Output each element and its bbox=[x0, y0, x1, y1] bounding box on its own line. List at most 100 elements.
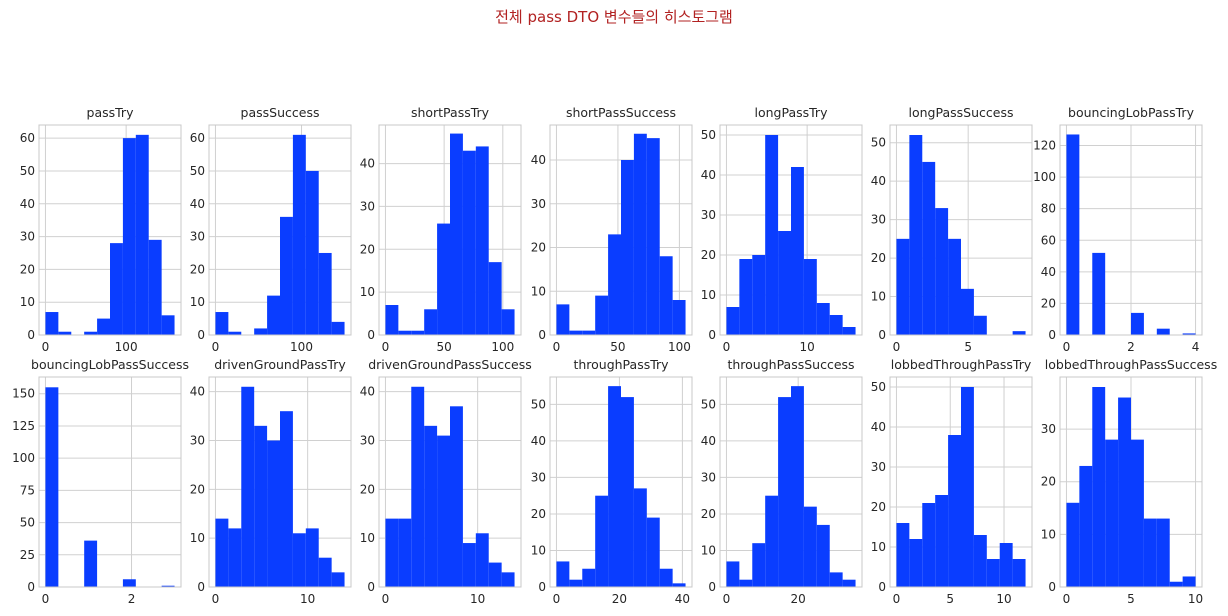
y-tick-label: 10 bbox=[20, 295, 35, 309]
axes-frame bbox=[719, 376, 863, 588]
histogram-bar bbox=[110, 243, 123, 335]
histogram-bar bbox=[1156, 518, 1170, 587]
subplot-title: shortPassTry bbox=[411, 105, 490, 120]
subplot-title: passTry bbox=[87, 105, 135, 120]
histogram-bar bbox=[488, 262, 502, 335]
histogram-bar bbox=[595, 295, 609, 335]
histogram-bar bbox=[778, 231, 791, 335]
histogram-bar bbox=[305, 170, 319, 335]
y-tick-label: 60 bbox=[20, 131, 35, 145]
histogram-bar bbox=[633, 488, 647, 587]
histogram-bar bbox=[973, 315, 987, 335]
histogram-bar bbox=[621, 160, 634, 335]
histogram-panel: 0 20 40 60 80 100 120 0 2 4 bouncingLobPassTry bbox=[1033, 105, 1203, 354]
y-tick-label: 100 bbox=[12, 451, 35, 465]
axes-frame bbox=[1059, 124, 1203, 336]
y-tick-label: 40 bbox=[871, 174, 886, 188]
x-tick-label: 0 bbox=[212, 592, 220, 606]
y-tick-label: 50 bbox=[871, 136, 886, 150]
y-tick-label: 80 bbox=[1041, 202, 1056, 216]
histogram-bar bbox=[228, 331, 242, 335]
histogram-bar bbox=[726, 561, 740, 587]
histogram-bar bbox=[424, 309, 438, 335]
axes-frame bbox=[38, 376, 182, 588]
histogram-bar bbox=[1105, 439, 1119, 587]
x-tick-label: 0 bbox=[42, 340, 50, 354]
x-tick-label: 0 bbox=[553, 592, 561, 606]
x-tick-label: 40 bbox=[675, 592, 690, 606]
histogram-bar bbox=[292, 134, 306, 335]
histogram-panel: 0 10 20 30 40 0 10 drivenGroundPassSuccess bbox=[360, 357, 532, 606]
x-tick-label: 100 bbox=[668, 340, 691, 354]
histogram-bar bbox=[909, 135, 923, 335]
histogram-panel: 0 10 20 30 40 50 0 5 longPassSuccess bbox=[871, 105, 1033, 354]
x-tick-label: 10 bbox=[300, 592, 315, 606]
histogram-bar bbox=[829, 572, 843, 587]
y-tick-label: 50 bbox=[20, 516, 35, 530]
y-tick-label: 30 bbox=[360, 199, 375, 213]
y-tick-label: 0 bbox=[367, 580, 375, 594]
histogram-bar bbox=[398, 330, 412, 335]
y-tick-label: 0 bbox=[708, 580, 716, 594]
subplot-title: lobbedThroughPassTry bbox=[891, 357, 1032, 372]
y-tick-label: 120 bbox=[1033, 139, 1056, 153]
histogram-bar bbox=[215, 312, 229, 335]
histogram-bar bbox=[1182, 333, 1196, 335]
histogram-panel: 0 10 20 30 40 0 50 100 shortPassTry bbox=[360, 105, 522, 354]
y-tick-label: 0 bbox=[878, 328, 886, 342]
y-tick-label: 0 bbox=[708, 328, 716, 342]
y-tick-label: 10 bbox=[360, 285, 375, 299]
y-tick-label: 30 bbox=[701, 208, 716, 222]
y-tick-label: 0 bbox=[1048, 328, 1056, 342]
y-tick-label: 0 bbox=[197, 328, 205, 342]
histogram-bar bbox=[122, 138, 136, 335]
histogram-bar bbox=[569, 330, 583, 335]
histogram-bar bbox=[254, 328, 268, 335]
histogram-bar bbox=[935, 208, 949, 335]
x-tick-label: 0 bbox=[212, 340, 220, 354]
x-tick-label: 20 bbox=[791, 592, 806, 606]
histogram-bar bbox=[765, 135, 779, 335]
histogram-bar bbox=[1156, 328, 1170, 335]
figure-title: 전체 pass DTO 변수들의 히스토그램 bbox=[495, 8, 733, 26]
histogram-bar bbox=[254, 425, 268, 587]
y-tick-label: 40 bbox=[701, 434, 716, 448]
histogram-bar bbox=[331, 321, 345, 335]
histogram-bar bbox=[411, 330, 425, 335]
histogram-bar bbox=[752, 543, 766, 587]
y-tick-label: 40 bbox=[1041, 265, 1056, 279]
subplot-title: lobbedThroughPassSuccess bbox=[1045, 357, 1217, 372]
histogram-bar bbox=[148, 239, 162, 335]
y-tick-label: 30 bbox=[871, 460, 886, 474]
y-tick-label: 20 bbox=[701, 248, 716, 262]
histogram-bar bbox=[318, 252, 332, 335]
y-tick-label: 20 bbox=[871, 251, 886, 265]
histogram-bar bbox=[1169, 581, 1183, 587]
histogram-bar bbox=[1131, 312, 1144, 335]
y-tick-label: 100 bbox=[1033, 170, 1056, 184]
subplot-title: bouncingLobPassTry bbox=[1068, 105, 1195, 120]
y-tick-label: 10 bbox=[871, 290, 886, 304]
histogram-panel: 0 10 20 30 0 5 10 lobbedThroughPassSuccess bbox=[1041, 357, 1218, 606]
y-tick-label: 10 bbox=[190, 295, 205, 309]
histogram-bar bbox=[999, 543, 1013, 587]
axes-frame bbox=[38, 124, 182, 336]
histogram-bar bbox=[292, 533, 306, 587]
x-tick-label: 0 bbox=[723, 340, 731, 354]
y-tick-label: 20 bbox=[190, 482, 205, 496]
histogram-bar bbox=[331, 572, 345, 587]
histogram-bar bbox=[475, 533, 489, 587]
histogram-bar bbox=[803, 506, 817, 587]
histogram-bar bbox=[659, 568, 673, 587]
x-tick-label: 0 bbox=[1063, 592, 1071, 606]
x-tick-label: 0 bbox=[382, 340, 390, 354]
x-tick-label: 20 bbox=[612, 592, 627, 606]
axes-frame bbox=[549, 376, 693, 588]
y-tick-label: 30 bbox=[531, 470, 546, 484]
y-tick-label: 10 bbox=[531, 543, 546, 557]
histogram-bar bbox=[424, 425, 438, 587]
axes-frame bbox=[549, 124, 693, 336]
histogram-bar bbox=[84, 331, 98, 335]
x-tick-label: 2 bbox=[1127, 340, 1135, 354]
